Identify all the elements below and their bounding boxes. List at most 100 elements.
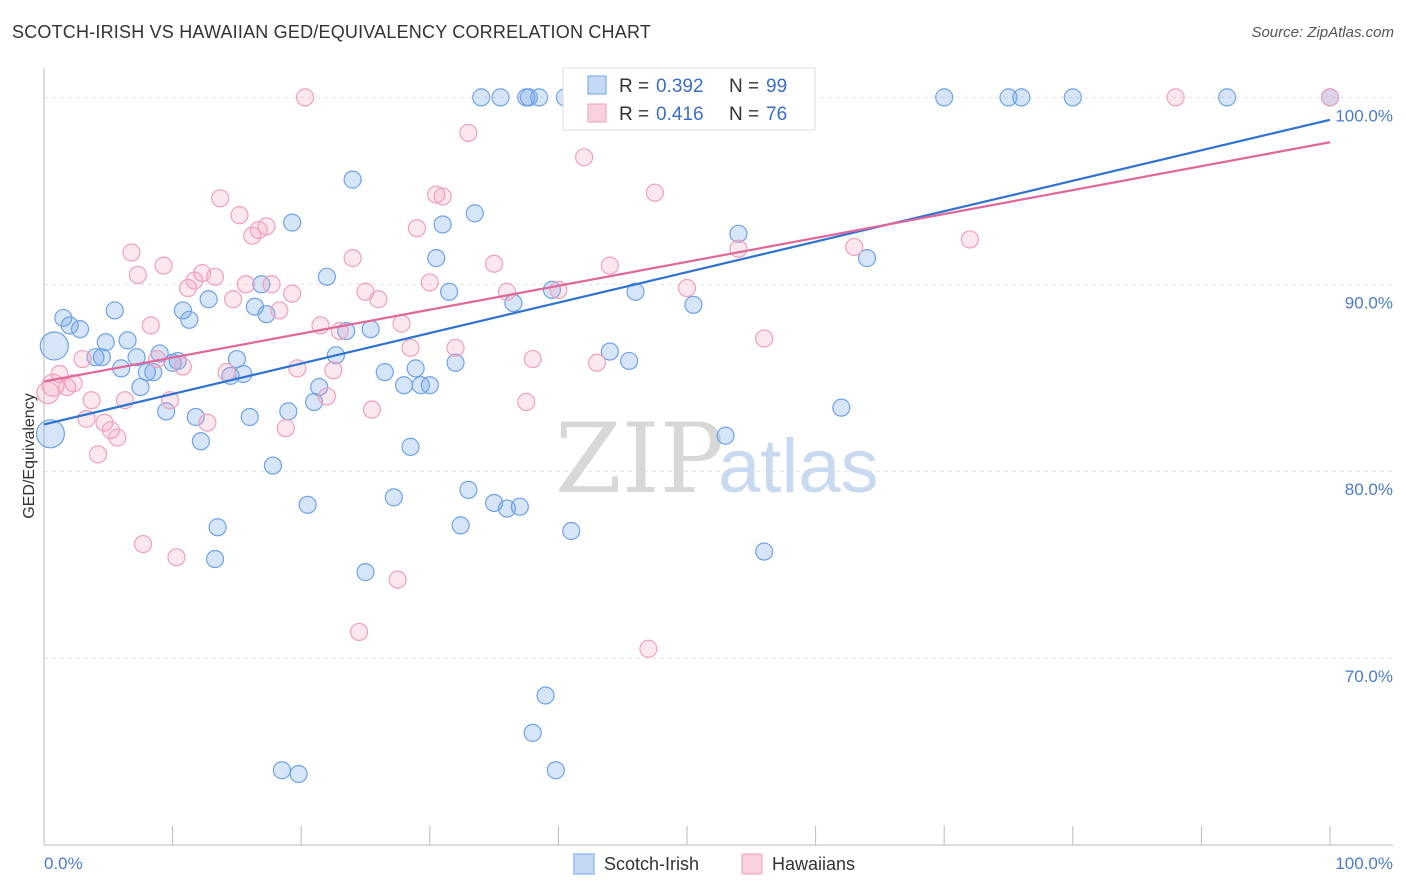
scotch-irish-point-90	[1012, 88, 1031, 107]
scotch-irish-point-46	[361, 320, 380, 339]
scotch-irish-point-2	[54, 308, 73, 328]
hawaiians-points	[36, 88, 1340, 658]
legend-swatch-hawaiians	[587, 103, 607, 123]
hawaiians-point-7	[82, 391, 101, 410]
hawaiians-point-10	[101, 420, 120, 440]
legend-r-label-1: R =	[619, 104, 649, 125]
legend-r-label-0: R =	[619, 76, 649, 97]
scotch-irish-point-86	[832, 398, 851, 417]
hawaiians-point-69	[677, 278, 697, 298]
hawaiians-point-56	[433, 187, 452, 206]
hawaiians-point-58	[459, 123, 478, 142]
scotch-irish-point-33	[263, 456, 283, 475]
hawaiians-point-30	[230, 206, 249, 225]
hawaiians-point-50	[388, 570, 407, 589]
bottom-legend: Scotch-Irish Hawaiians	[573, 853, 855, 875]
hawaiians-point-65	[587, 353, 607, 372]
hawaiians-point-5	[73, 349, 92, 369]
scotch-irish-point-48	[384, 488, 403, 507]
scotch-irish-point-87	[857, 249, 877, 268]
axes	[43, 68, 1393, 846]
scotch-irish-point-91	[1063, 88, 1082, 107]
scotch-irish-point-24	[208, 518, 227, 537]
scotch-irish-point-54	[427, 249, 446, 268]
y-axis-label: GED/Equivalency	[21, 393, 38, 518]
scotch-irish-point-63	[491, 88, 510, 107]
scotch-irish-point-22	[191, 432, 210, 451]
scotch-irish-point-75	[562, 521, 581, 541]
hawaiians-point-23	[185, 271, 204, 290]
scotch-irish-point-6	[92, 348, 111, 367]
scotch-irish-point-28	[234, 364, 253, 384]
scotch-irish-point-68	[519, 88, 538, 107]
chart-title: SCOTCH-IRISH VS HAWAIIAN GED/EQUIVALENCY…	[12, 22, 652, 42]
scotch-irish-point-83	[729, 224, 748, 243]
scotch-irish-point-3	[60, 316, 79, 335]
x-tick-label-max: 100.0%	[1335, 854, 1393, 873]
y-tick-label-3: 100.0%	[1335, 106, 1393, 125]
scotch-irish-point-59	[459, 480, 478, 499]
scotch-irish-point-37	[289, 764, 308, 784]
scotch-irish-point-47	[375, 363, 394, 382]
scotch-irish-point-60	[465, 204, 484, 223]
hawaiians-point-16	[141, 316, 160, 335]
scotch-irish-point-19	[173, 301, 192, 320]
hawaiians-point-66	[600, 256, 619, 275]
scotch-irish-point-61	[472, 88, 491, 107]
scotch-irish-point-53	[420, 376, 439, 395]
x-ticks	[43, 826, 1331, 845]
scotch-irish-point-71	[536, 686, 555, 705]
bottom-legend-swatch-hawaiians	[741, 853, 763, 875]
scotch-irish-point-27	[227, 349, 246, 369]
hawaiians-trend-line	[43, 141, 1331, 383]
scotch-irish-point-20	[180, 310, 199, 329]
scotch-irish-point-21	[186, 407, 205, 427]
hawaiians-point-70	[729, 239, 748, 258]
chart-source: Source: ZipAtlas.com	[1251, 24, 1394, 41]
scotch-irish-point-35	[279, 402, 298, 421]
scotch-irish-point-7	[96, 333, 115, 352]
hawaiians-point-48	[362, 400, 382, 419]
hawaiians-point-25	[198, 413, 217, 432]
scotch-irish-point-92	[1218, 88, 1237, 107]
scotch-irish-point-89	[999, 88, 1018, 107]
hawaiians-point-35	[262, 275, 281, 294]
hawaiians-point-22	[178, 278, 198, 298]
scotch-irish-point-82	[716, 426, 735, 445]
hawaiians-point-8	[88, 445, 108, 464]
hawaiians-point-14	[128, 265, 147, 285]
hawaiians-point-20	[167, 548, 186, 567]
legend-n-label-1: N =	[729, 104, 759, 125]
hawaiians-point-46	[349, 622, 369, 642]
scotch-irish-point-49	[394, 376, 414, 395]
scotch-irish-point-45	[356, 563, 375, 582]
scotch-irish-point-40	[310, 377, 329, 397]
scotch-irish-point-41	[317, 267, 337, 286]
y-tick-label-1: 80.0%	[1345, 480, 1393, 499]
hawaiians-point-37	[276, 419, 295, 438]
hawaiians-point-51	[392, 314, 411, 333]
scotch-irish-point-55	[433, 215, 452, 234]
bottom-legend-swatch-scotch-irish	[573, 853, 595, 875]
legend-r-value-0: 0.392	[656, 76, 704, 97]
hawaiians-point-73	[960, 230, 980, 249]
hawaiians-point-54	[420, 273, 439, 292]
hawaiians-point-60	[497, 282, 517, 301]
scotch-irish-point-43	[343, 170, 362, 189]
hawaiians-point-31	[236, 275, 256, 294]
hawaiians-point-57	[446, 338, 465, 357]
scotch-irish-point-13	[137, 363, 156, 382]
scotch-irish-point-10	[118, 331, 137, 350]
hawaiians-point-29	[223, 290, 243, 309]
hawaiians-point-40	[295, 88, 315, 107]
hawaiians-point-21	[173, 357, 192, 376]
scotch-irish-point-58	[451, 516, 470, 535]
scotch-irish-point-12	[131, 377, 150, 397]
scotch-irish-point-50	[401, 437, 420, 456]
scotch-irish-point-81	[684, 295, 703, 314]
hawaiians-point-52	[401, 338, 420, 357]
scotch-irish-point-78	[620, 351, 639, 371]
hawaiians-point-62	[523, 349, 542, 369]
scotch-irish-point-56	[439, 282, 459, 301]
